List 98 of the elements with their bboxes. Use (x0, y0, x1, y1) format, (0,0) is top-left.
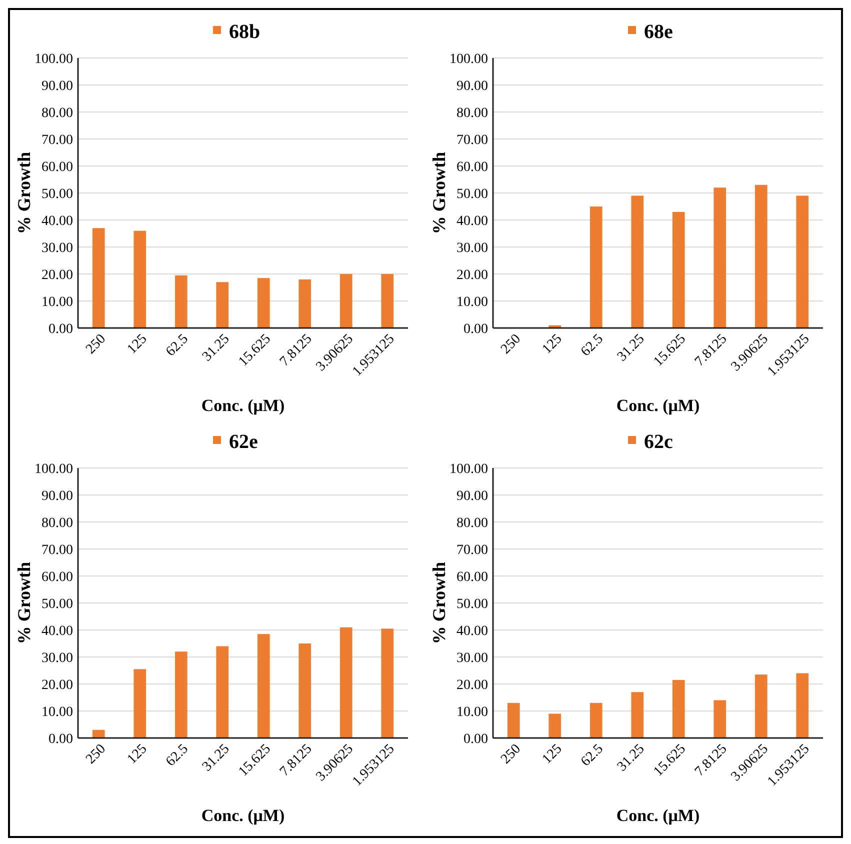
x-tick-label: 62.5 (578, 742, 606, 770)
bar (216, 282, 229, 328)
y-tick-label: 20.00 (456, 268, 488, 283)
bar (754, 674, 768, 738)
y-tick-label: 10.00 (42, 704, 73, 720)
y-tick-label: 100.00 (450, 462, 488, 477)
bar (672, 212, 685, 328)
x-tick-label: 250 (498, 742, 524, 768)
y-tick-label: 50.00 (456, 186, 488, 202)
bar (548, 714, 562, 738)
y-tick-label: 30.00 (456, 650, 488, 666)
x-tick-label: 62.5 (163, 332, 192, 360)
y-tick-label: 10.00 (42, 294, 73, 310)
bar (796, 196, 809, 328)
y-tick-label: 90.00 (456, 78, 488, 94)
bar (92, 228, 105, 328)
y-tick-label: 40.00 (456, 624, 488, 639)
x-axis-title: Conc. (μM) (616, 806, 700, 825)
y-tick-label: 30.00 (42, 240, 73, 256)
y-axis-title: % Growth (429, 562, 449, 644)
y-tick-label: 70.00 (456, 542, 488, 558)
y-tick-label: 100.00 (450, 52, 488, 67)
bar (298, 644, 312, 738)
x-tick-label: 250 (498, 332, 524, 358)
y-tick-label: 20.00 (456, 678, 488, 693)
y-tick-label: 40.00 (42, 214, 73, 229)
bar (298, 279, 312, 328)
y-tick-label: 30.00 (456, 240, 488, 256)
bar (381, 274, 394, 328)
bar (631, 692, 644, 738)
y-tick-label: 40.00 (456, 214, 488, 229)
y-tick-label: 60.00 (456, 570, 488, 585)
bar (754, 184, 768, 328)
y-tick-label: 100.00 (34, 52, 73, 67)
bar (174, 652, 188, 738)
legend-label: 68b (229, 21, 260, 43)
y-tick-label: 0.00 (464, 322, 488, 337)
y-tick-label: 70.00 (42, 132, 73, 148)
bar (714, 188, 726, 328)
y-tick-label: 10.00 (456, 704, 488, 720)
bar (796, 673, 809, 738)
y-tick-label: 100.00 (34, 462, 73, 477)
y-tick-label: 80.00 (42, 516, 73, 531)
legend-label: 62e (229, 431, 258, 453)
bar (340, 627, 352, 738)
bar (590, 206, 602, 328)
x-axis-title: Conc. (μM) (201, 396, 285, 415)
bar (257, 278, 270, 328)
x-tick-label: 250 (83, 332, 109, 358)
y-tick-label: 0.00 (464, 732, 488, 747)
x-tick-label: 125 (124, 742, 150, 768)
y-tick-label: 10.00 (456, 294, 488, 310)
bar (134, 230, 146, 328)
y-tick-label: 30.00 (42, 650, 73, 666)
y-tick-label: 0.00 (48, 322, 73, 337)
bar (92, 730, 105, 738)
y-tick-label: 60.00 (42, 570, 73, 585)
bar (134, 669, 146, 738)
x-axis-title: Conc. (μM) (616, 396, 700, 415)
y-tick-label: 50.00 (42, 596, 73, 612)
bar (672, 680, 685, 738)
y-tick-label: 70.00 (42, 542, 73, 558)
y-tick-label: 40.00 (42, 624, 73, 639)
y-tick-label: 80.00 (456, 106, 488, 121)
legend-label: 62c (644, 431, 673, 453)
bar (216, 646, 229, 738)
y-tick-label: 20.00 (42, 268, 73, 283)
bar (340, 274, 352, 328)
y-tick-label: 60.00 (42, 160, 73, 175)
bar (714, 700, 726, 738)
y-tick-label: 90.00 (42, 78, 73, 94)
bar (381, 628, 394, 738)
y-axis-title: % Growth (429, 152, 449, 234)
legend-label: 68e (644, 21, 673, 43)
x-tick-label: 62.5 (163, 742, 192, 770)
y-tick-label: 90.00 (42, 488, 73, 504)
x-tick-label: 250 (83, 742, 109, 768)
x-tick-label: 125 (124, 332, 150, 358)
y-tick-label: 90.00 (456, 488, 488, 504)
y-tick-label: 0.00 (48, 732, 73, 747)
x-tick-label: 125 (540, 742, 566, 768)
bar (257, 634, 270, 738)
bar (590, 702, 602, 738)
x-tick-label: 62.5 (578, 332, 606, 360)
y-tick-label: 60.00 (456, 160, 488, 175)
x-axis-title: Conc. (μM) (201, 806, 285, 825)
y-tick-label: 80.00 (42, 106, 73, 121)
y-tick-label: 50.00 (456, 596, 488, 612)
y-tick-label: 50.00 (42, 186, 73, 202)
bar (631, 196, 644, 328)
y-tick-label: 80.00 (456, 516, 488, 531)
bar (507, 702, 520, 738)
y-tick-label: 20.00 (42, 678, 73, 693)
y-axis-title: % Growth (14, 562, 34, 644)
x-tick-label: 125 (540, 332, 566, 358)
bar (174, 275, 188, 328)
y-tick-label: 70.00 (456, 132, 488, 148)
y-axis-title: % Growth (14, 152, 34, 234)
